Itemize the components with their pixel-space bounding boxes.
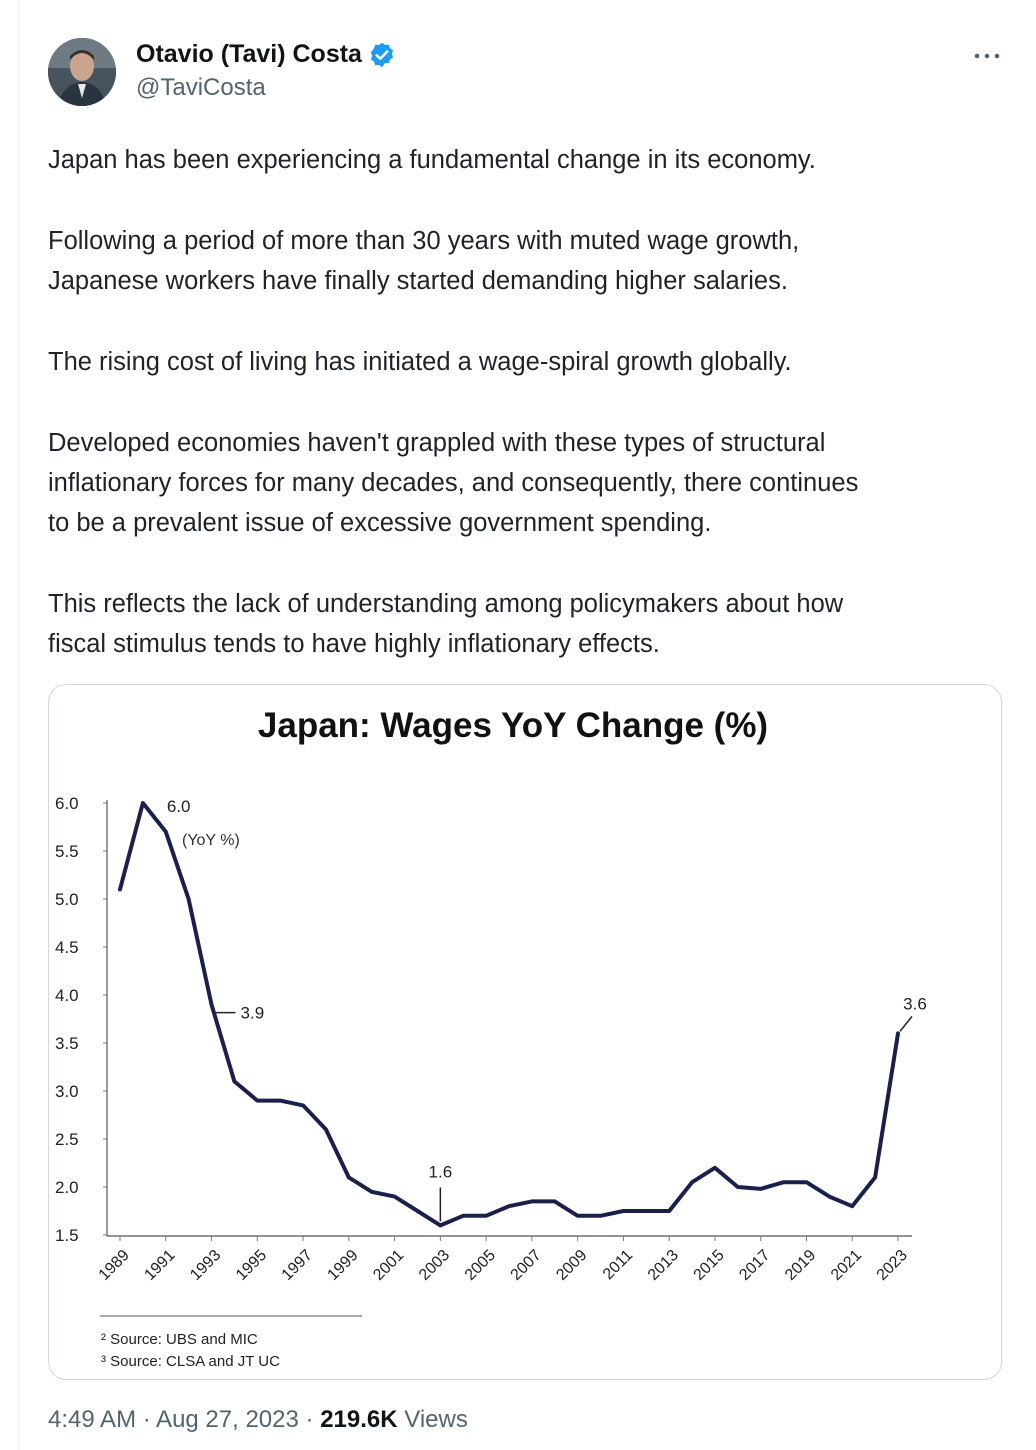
tweet-footer: 4:49 AM · Aug 27, 2023 · 219.6K Views [48,1406,468,1434]
y-tick-label: 6.0 [55,794,79,813]
annotation-label: 1.6 [429,1162,453,1181]
timestamp[interactable]: 4:49 AM · Aug 27, 2023 · [48,1406,321,1433]
y-tick-label: 5.0 [55,890,79,909]
x-tick-label: 2019 [782,1247,819,1284]
x-tick-label: 2003 [416,1247,453,1284]
timeline-border [18,0,19,1450]
source-note: ² Source: UBS and MIC [101,1331,258,1348]
x-tick-label: 2017 [736,1247,773,1284]
author-handle[interactable]: @TaviCosta [136,74,266,101]
annotation-peak-label: 6.0 [167,797,191,816]
views-label: Views [397,1406,468,1433]
author-row: Otavio (Tavi) Costa [136,40,396,69]
y-tick-label: 3.0 [55,1082,79,1101]
tweet-paragraph: Following a period of more than 30 years… [48,227,800,295]
y-tick-label: 4.5 [55,938,79,957]
y-tick-label: 4.0 [55,986,79,1005]
avatar-image [48,38,116,106]
tweet-paragraph: The rising cost of living has initiated … [48,348,792,376]
y-tick-label: 5.5 [55,842,79,861]
avatar[interactable] [48,38,116,106]
author-name[interactable]: Otavio (Tavi) Costa [136,40,362,68]
source-note: ³ Source: CLSA and JT UC [101,1353,280,1370]
x-tick-label: 1997 [279,1247,316,1284]
annotation-label: 3.6 [903,994,927,1013]
verified-badge-icon [370,42,394,67]
y-tick-label: 1.5 [55,1226,79,1245]
media-card[interactable] [48,684,1002,1380]
tweet-paragraph: Japan has been experiencing a fundamenta… [48,146,816,174]
x-tick-label: 1991 [141,1247,178,1284]
x-tick-label: 1999 [324,1247,361,1284]
x-tick-label: 2021 [828,1247,865,1284]
x-tick-label: 2011 [600,1247,636,1283]
tweet-paragraph: Developed economies haven't grappled wit… [48,429,859,537]
annotation-label: 3.9 [241,1004,265,1023]
y-tick-label: 2.0 [55,1178,79,1197]
wages-series-line [118,801,900,1228]
x-tick-label: 2001 [370,1247,407,1284]
x-tick-label: 1993 [187,1247,224,1284]
y-tick-label: 3.5 [55,1034,79,1053]
series-label: (YoY %) [182,832,240,849]
more-options-icon[interactable] [970,44,1004,68]
x-tick-label: 2015 [691,1247,728,1284]
x-tick-label: 2005 [462,1247,499,1284]
tweet-paragraph: This reflects the lack of understanding … [48,590,844,658]
x-tick-label: 1989 [96,1247,133,1284]
x-tick-label: 2013 [645,1247,682,1284]
annotation-leader-line [899,1015,913,1032]
chart-title: Japan: Wages YoY Change (%) [257,706,769,745]
tweet-text: Japan has been experiencing a fundamenta… [48,140,1008,705]
views-count: 219.6K [320,1406,398,1433]
x-tick-label: 2023 [874,1247,911,1284]
x-tick-label: 1995 [233,1247,270,1284]
x-tick-label: 2009 [553,1247,590,1284]
x-tick-label: 2007 [508,1247,545,1284]
y-tick-label: 2.5 [55,1130,79,1149]
